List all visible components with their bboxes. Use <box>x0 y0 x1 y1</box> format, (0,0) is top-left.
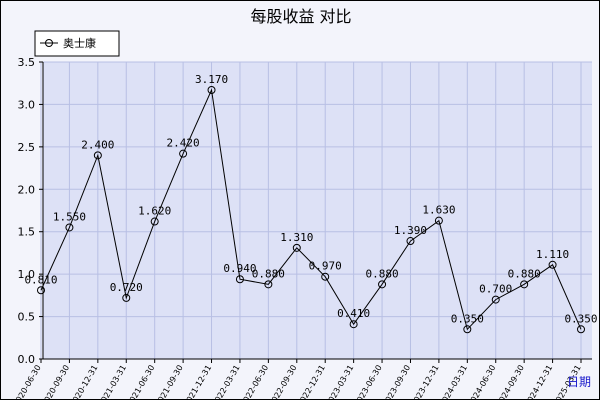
x-tick-label: 2024-09-30 <box>495 364 526 400</box>
data-label: 0.970 <box>309 260 342 273</box>
data-point <box>292 243 301 252</box>
series-layer: 0.810 1.550 2.400 0.720 1.620 2.420 3.170 0.940… <box>24 73 598 334</box>
data-point <box>548 260 557 269</box>
x-tick-label: 2020-12-31 <box>69 364 100 400</box>
x-tick-label: 2022-12-31 <box>296 364 327 400</box>
y-axis-ticks: 0.0 0.5 1.0 1.5 2.0 2.5 3.0 3.5 <box>18 56 43 366</box>
x-tick-label: 2020-06-30 <box>12 364 43 400</box>
data-point <box>378 280 387 289</box>
data-point <box>321 272 330 281</box>
data-label: 0.410 <box>337 307 370 320</box>
x-tick-label: 2022-03-31 <box>211 364 242 400</box>
data-label: 0.940 <box>223 262 256 275</box>
y-tick-label: 0.0 <box>18 353 36 366</box>
plot-area <box>43 62 592 359</box>
x-tick-label: 2021-09-30 <box>154 364 185 400</box>
data-point <box>235 275 244 284</box>
x-axis-ticks: 2020-06-302020-09-302020-12-312021-03-31… <box>12 359 583 399</box>
x-tick-label: 2024-12-31 <box>523 364 554 400</box>
y-tick-label: 1.0 <box>18 268 36 281</box>
data-point <box>37 286 45 295</box>
data-label: 1.550 <box>53 210 86 223</box>
y-tick-label: 2.0 <box>18 183 36 196</box>
grid-lines <box>40 61 592 360</box>
x-tick-label: 2021-12-31 <box>182 364 213 400</box>
data-label: 0.880 <box>508 267 541 280</box>
x-tick-label: 2022-09-30 <box>267 364 298 400</box>
x-tick-label: 2023-12-31 <box>410 364 441 400</box>
data-point <box>349 320 358 329</box>
data-label: 0.810 <box>24 273 57 286</box>
x-tick-label: 2020-09-30 <box>40 364 71 400</box>
x-tick-label: 2024-06-30 <box>466 363 497 399</box>
data-point <box>520 280 529 289</box>
data-point <box>65 223 74 232</box>
data-point <box>93 151 102 160</box>
data-label: 1.110 <box>536 248 569 261</box>
data-label: 3.170 <box>195 73 228 86</box>
legend-label: 奥士康 <box>63 36 96 50</box>
y-tick-label: 1.5 <box>18 226 36 239</box>
data-label: 0.350 <box>451 312 484 325</box>
data-point <box>463 325 472 334</box>
data-label: 0.350 <box>564 312 597 325</box>
x-tick-label: 2021-03-31 <box>97 364 128 400</box>
x-tick-label: 2022-06-30 <box>239 364 270 400</box>
data-label: 0.880 <box>252 267 285 280</box>
data-point <box>406 237 415 246</box>
data-label: 2.420 <box>167 137 200 150</box>
data-label: 0.880 <box>365 267 398 280</box>
data-point <box>122 293 131 302</box>
x-tick-label: 2023-09-30 <box>381 364 412 400</box>
data-label: 2.400 <box>81 138 114 151</box>
series-line <box>40 88 582 331</box>
data-point <box>150 217 159 226</box>
y-tick-label: 3.0 <box>18 98 36 111</box>
x-tick-label: 2023-06-30 <box>353 364 384 400</box>
x-axis-corner-label: 日期 <box>567 375 591 389</box>
data-point <box>207 86 216 95</box>
x-tick-label: 2023-03-31 <box>324 364 355 400</box>
y-tick-label: 0.5 <box>18 311 36 324</box>
data-label: 1.620 <box>138 205 171 218</box>
data-label: 1.630 <box>422 204 455 217</box>
legend-marker-icon <box>45 39 53 47</box>
legend: 奥士康 <box>34 30 120 57</box>
data-point <box>179 149 188 158</box>
data-label: 0.720 <box>110 281 143 294</box>
y-tick-label: 3.5 <box>18 56 36 69</box>
data-point <box>264 280 273 289</box>
chart-title: 每股收益 对比 <box>250 7 351 26</box>
x-tick-label: 2021-06-30 <box>125 364 156 400</box>
x-tick-label: 2024-03-31 <box>438 364 469 400</box>
data-label: 1.310 <box>280 231 313 244</box>
data-point <box>434 216 443 225</box>
data-label: 1.390 <box>394 224 427 237</box>
data-point <box>491 295 500 304</box>
data-point <box>577 325 585 334</box>
data-label: 0.700 <box>479 283 512 296</box>
y-tick-label: 2.5 <box>18 141 36 154</box>
